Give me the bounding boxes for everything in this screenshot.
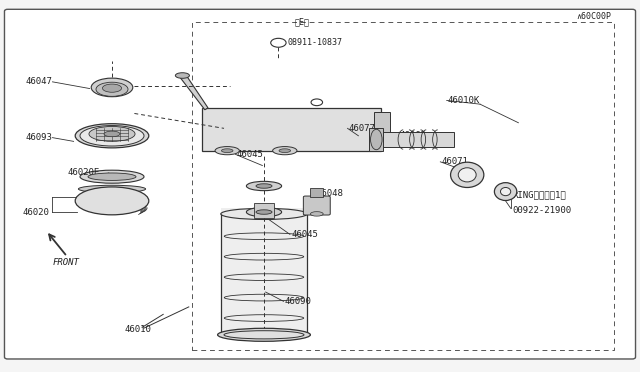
Text: 46077: 46077 <box>349 124 376 133</box>
Ellipse shape <box>92 78 133 97</box>
Ellipse shape <box>102 84 122 92</box>
Text: 08911-10837: 08911-10837 <box>288 38 343 47</box>
Ellipse shape <box>80 125 144 146</box>
Text: 46020: 46020 <box>22 208 49 217</box>
Bar <box>202 108 381 151</box>
Bar <box>369 128 383 151</box>
Ellipse shape <box>246 181 282 190</box>
Ellipse shape <box>256 210 272 214</box>
Text: 46020E: 46020E <box>67 169 99 177</box>
Ellipse shape <box>215 147 239 155</box>
Ellipse shape <box>104 131 120 137</box>
Ellipse shape <box>224 331 304 339</box>
Text: FRONT: FRONT <box>52 258 79 267</box>
Ellipse shape <box>495 183 517 201</box>
Ellipse shape <box>246 207 282 217</box>
Text: 46071: 46071 <box>442 157 468 166</box>
Bar <box>221 208 307 335</box>
Ellipse shape <box>175 73 189 78</box>
Ellipse shape <box>221 208 307 219</box>
Text: RINGリング（1）: RINGリング（1） <box>512 191 566 200</box>
Ellipse shape <box>89 126 135 141</box>
Text: 46047: 46047 <box>26 77 52 86</box>
Ellipse shape <box>79 185 146 193</box>
Ellipse shape <box>279 149 291 153</box>
Text: 46093: 46093 <box>26 133 52 142</box>
Text: （E）: （E） <box>294 18 309 27</box>
Ellipse shape <box>256 184 272 188</box>
Text: 00922-21900: 00922-21900 <box>512 206 571 215</box>
Ellipse shape <box>371 129 382 150</box>
Text: 46010K: 46010K <box>448 96 480 105</box>
Text: 46010: 46010 <box>125 325 152 334</box>
Polygon shape <box>179 74 208 110</box>
Text: 46045: 46045 <box>237 150 264 159</box>
Text: 46090: 46090 <box>285 297 312 306</box>
Circle shape <box>271 38 286 47</box>
Bar <box>254 203 274 218</box>
Ellipse shape <box>96 82 128 96</box>
Bar <box>310 188 323 197</box>
Ellipse shape <box>218 328 310 341</box>
Bar <box>192 22 614 350</box>
Ellipse shape <box>80 170 144 183</box>
Ellipse shape <box>310 212 323 216</box>
Text: ∧60C00P: ∧60C00P <box>576 12 611 21</box>
Text: 46048: 46048 <box>317 189 344 198</box>
Ellipse shape <box>221 149 233 153</box>
Ellipse shape <box>273 147 297 155</box>
Circle shape <box>311 99 323 106</box>
Ellipse shape <box>458 168 476 182</box>
FancyBboxPatch shape <box>303 196 330 215</box>
Ellipse shape <box>500 187 511 196</box>
FancyBboxPatch shape <box>4 9 636 359</box>
Text: 46045: 46045 <box>291 230 318 239</box>
Ellipse shape <box>451 162 484 187</box>
Text: N: N <box>276 38 281 47</box>
Ellipse shape <box>88 173 136 180</box>
Ellipse shape <box>76 124 149 148</box>
Bar <box>381 132 454 147</box>
Ellipse shape <box>76 187 149 215</box>
Bar <box>374 112 390 147</box>
Text: 46063: 46063 <box>400 131 427 140</box>
